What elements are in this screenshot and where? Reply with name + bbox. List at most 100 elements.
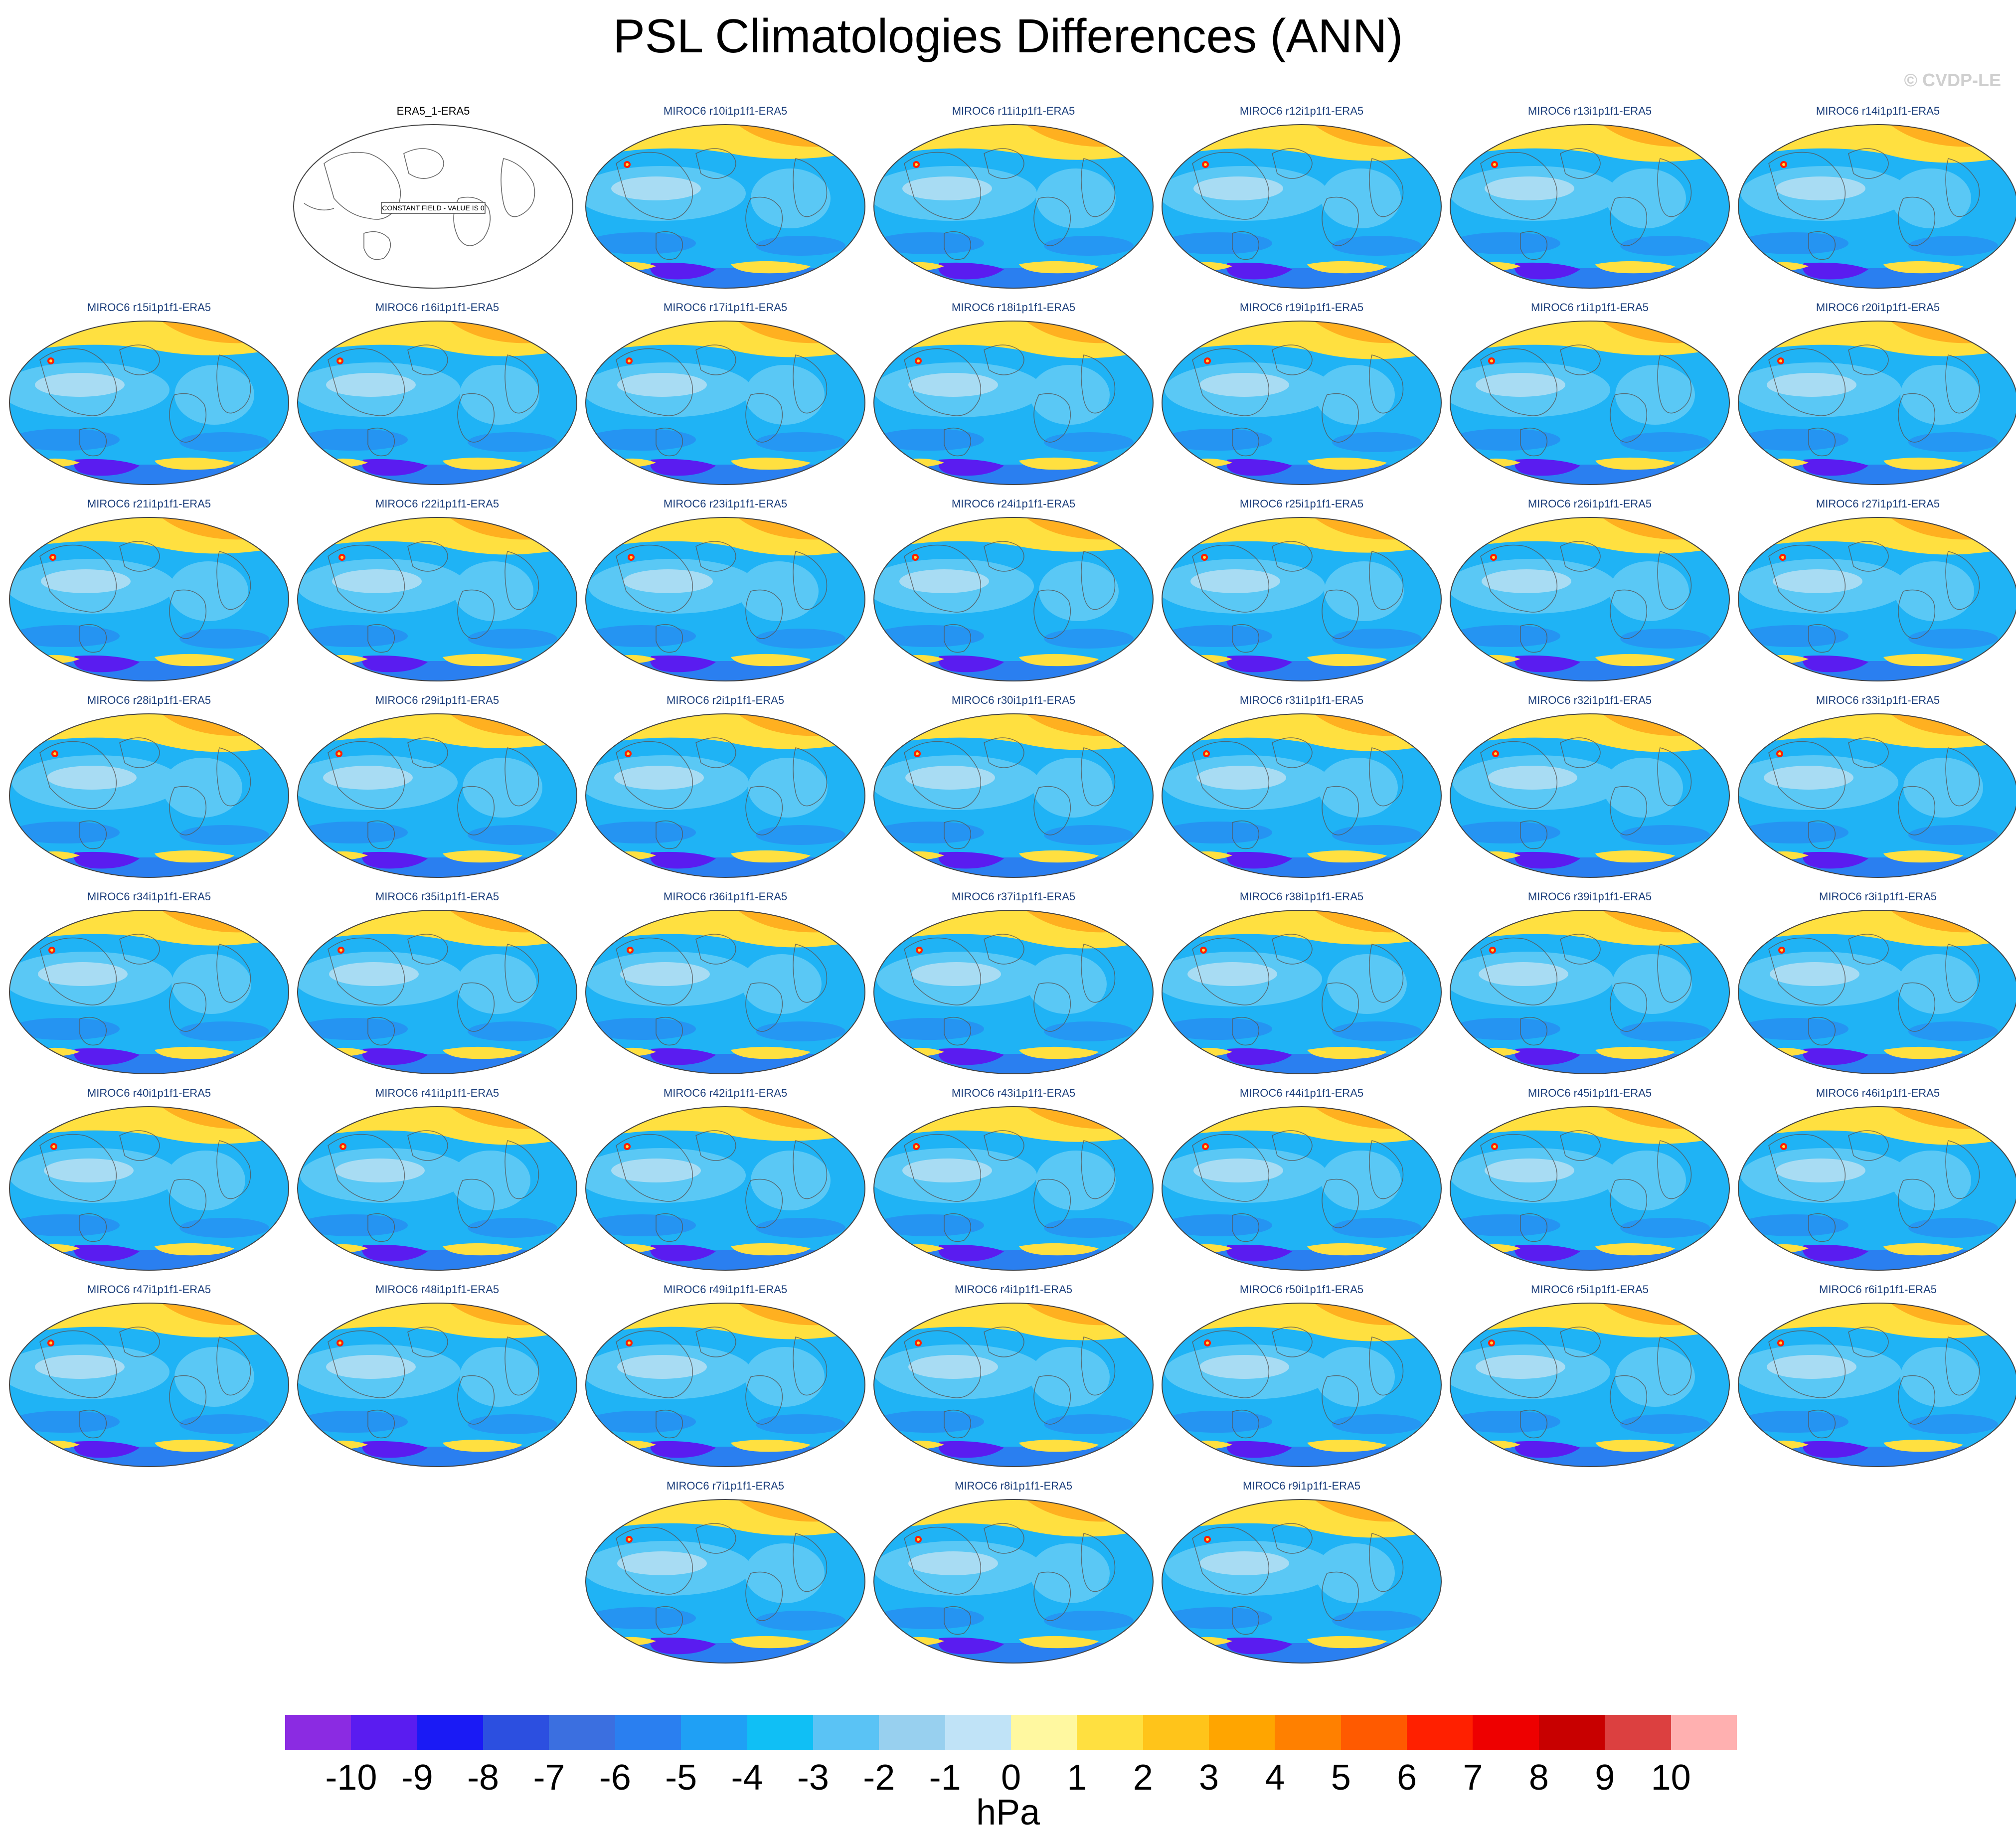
model-panel: MIROC6 r3i1p1f1-ERA5 — [1734, 890, 2016, 1080]
contour-fill — [5, 315, 293, 490]
colorbar-swatch — [747, 1715, 813, 1750]
contour-fill — [581, 904, 869, 1079]
contour-fill — [5, 511, 293, 686]
difference-map — [581, 119, 869, 293]
contour-fill — [1446, 1101, 1734, 1275]
panel-title: MIROC6 r18i1p1f1-ERA5 — [869, 301, 1158, 314]
panel-title: MIROC6 r46i1p1f1-ERA5 — [1734, 1087, 2016, 1100]
contour-fill — [581, 1494, 869, 1668]
panel-title: MIROC6 r33i1p1f1-ERA5 — [1734, 694, 2016, 707]
contour-fill — [5, 1101, 293, 1275]
panel-title: MIROC6 r28i1p1f1-ERA5 — [5, 694, 293, 707]
colorbar-swatch — [483, 1715, 549, 1750]
difference-map — [1734, 904, 2016, 1079]
panel-title: MIROC6 r20i1p1f1-ERA5 — [1734, 301, 2016, 314]
model-panel: MIROC6 r44i1p1f1-ERA5 — [1158, 1087, 1446, 1276]
contour-fill — [869, 1494, 1158, 1668]
panel-title: MIROC6 r32i1p1f1-ERA5 — [1446, 694, 1734, 707]
contour-fill — [581, 511, 869, 686]
difference-map — [869, 1101, 1158, 1275]
model-panel: MIROC6 r23i1p1f1-ERA5 — [581, 498, 869, 687]
difference-map — [1158, 511, 1446, 686]
difference-map — [1446, 1101, 1734, 1275]
contour-fill — [1734, 511, 2016, 686]
difference-map — [1734, 1101, 2016, 1275]
model-panel: MIROC6 r29i1p1f1-ERA5 — [293, 694, 581, 883]
panel-title: MIROC6 r48i1p1f1-ERA5 — [293, 1283, 581, 1296]
colorbar-swatch — [813, 1715, 879, 1750]
panel-title: MIROC6 r7i1p1f1-ERA5 — [581, 1480, 869, 1493]
model-panel: MIROC6 r28i1p1f1-ERA5 — [5, 694, 293, 883]
difference-map — [581, 1494, 869, 1668]
colorbar-swatch — [1275, 1715, 1341, 1750]
model-panel: MIROC6 r18i1p1f1-ERA5 — [869, 301, 1158, 491]
contour-fill — [293, 511, 581, 686]
difference-map — [869, 119, 1158, 293]
difference-map — [869, 1494, 1158, 1668]
difference-map — [1158, 1101, 1446, 1275]
panel-title: MIROC6 r36i1p1f1-ERA5 — [581, 890, 869, 903]
observation-panel: ERA5_1-ERA5 CONSTANT FIELD - VALUE IS 0 — [289, 105, 577, 294]
difference-map — [1158, 315, 1446, 490]
contour-fill — [869, 315, 1158, 490]
model-panel: MIROC6 r43i1p1f1-ERA5 — [869, 1087, 1158, 1276]
contour-fill — [1734, 1101, 2016, 1275]
difference-map — [5, 1101, 293, 1275]
difference-map — [5, 1297, 293, 1472]
panel-title: MIROC6 r25i1p1f1-ERA5 — [1158, 498, 1446, 510]
panel-title: MIROC6 r5i1p1f1-ERA5 — [1446, 1283, 1734, 1296]
model-panel: MIROC6 r11i1p1f1-ERA5 — [869, 105, 1158, 294]
difference-map — [581, 315, 869, 490]
panel-title: MIROC6 r30i1p1f1-ERA5 — [869, 694, 1158, 707]
panel-title: MIROC6 r29i1p1f1-ERA5 — [293, 694, 581, 707]
contour-fill — [581, 708, 869, 882]
difference-map — [1446, 119, 1734, 293]
difference-map — [1158, 708, 1446, 882]
panel-title: MIROC6 r47i1p1f1-ERA5 — [5, 1283, 293, 1296]
contour-fill — [869, 708, 1158, 882]
panel-title: MIROC6 r27i1p1f1-ERA5 — [1734, 498, 2016, 510]
panel-title: MIROC6 r9i1p1f1-ERA5 — [1158, 1480, 1446, 1493]
model-panel: MIROC6 r12i1p1f1-ERA5 — [1158, 105, 1446, 294]
observation-map: CONSTANT FIELD - VALUE IS 0 — [289, 119, 577, 293]
model-panel: MIROC6 r48i1p1f1-ERA5 — [293, 1283, 581, 1473]
panel-title: MIROC6 r3i1p1f1-ERA5 — [1734, 890, 2016, 903]
colorbar-swatch — [417, 1715, 483, 1750]
model-panel: MIROC6 r10i1p1f1-ERA5 — [581, 105, 869, 294]
contour-fill — [1158, 904, 1446, 1079]
model-panel: MIROC6 r49i1p1f1-ERA5 — [581, 1283, 869, 1473]
model-panel: MIROC6 r47i1p1f1-ERA5 — [5, 1283, 293, 1473]
contour-fill — [1446, 511, 1734, 686]
panel-title: MIROC6 r19i1p1f1-ERA5 — [1158, 301, 1446, 314]
model-panel: MIROC6 r17i1p1f1-ERA5 — [581, 301, 869, 491]
panel-title: MIROC6 r35i1p1f1-ERA5 — [293, 890, 581, 903]
colorbar-swatch — [351, 1715, 417, 1750]
colorbar-swatch — [1407, 1715, 1473, 1750]
contour-fill — [869, 511, 1158, 686]
model-panel: MIROC6 r41i1p1f1-ERA5 — [293, 1087, 581, 1276]
panel-title: MIROC6 r43i1p1f1-ERA5 — [869, 1087, 1158, 1100]
panel-title: MIROC6 r44i1p1f1-ERA5 — [1158, 1087, 1446, 1100]
colorbar-swatch — [1143, 1715, 1209, 1750]
model-panel: MIROC6 r36i1p1f1-ERA5 — [581, 890, 869, 1080]
contour-fill — [1158, 1297, 1446, 1472]
difference-map — [293, 511, 581, 686]
panel-title: MIROC6 r37i1p1f1-ERA5 — [869, 890, 1158, 903]
difference-map — [581, 904, 869, 1079]
credit-watermark: © CVDP-LE — [1904, 70, 2001, 91]
difference-map — [1734, 315, 2016, 490]
model-panel: MIROC6 r15i1p1f1-ERA5 — [5, 301, 293, 491]
difference-map — [581, 511, 869, 686]
colorbar-swatch — [1671, 1715, 1737, 1750]
contour-fill — [5, 904, 293, 1079]
difference-map — [1446, 511, 1734, 686]
difference-map — [1158, 904, 1446, 1079]
model-panel: MIROC6 r30i1p1f1-ERA5 — [869, 694, 1158, 883]
difference-map — [581, 1101, 869, 1275]
contour-fill — [5, 1297, 293, 1472]
panel-title: MIROC6 r16i1p1f1-ERA5 — [293, 301, 581, 314]
model-panel: MIROC6 r38i1p1f1-ERA5 — [1158, 890, 1446, 1080]
contour-fill — [1446, 708, 1734, 882]
difference-map — [5, 511, 293, 686]
difference-map — [293, 1101, 581, 1275]
